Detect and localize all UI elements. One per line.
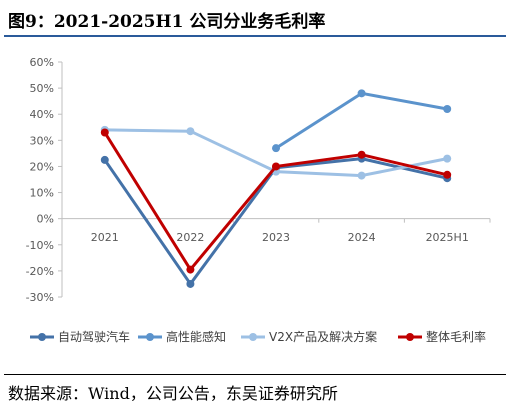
series-layer (100, 89, 452, 288)
legend-label: 整体毛利率 (426, 329, 486, 344)
y-tick-label: 0% (37, 213, 54, 226)
y-tick-label: 50% (30, 82, 54, 95)
series-2 (100, 125, 452, 180)
legend-marker (249, 333, 257, 341)
y-tick-label: 20% (30, 160, 54, 173)
y-tick-label: -20% (26, 265, 54, 278)
legend-entry: 自动驾驶汽车 (30, 329, 130, 344)
y-tick-label: 60% (30, 56, 54, 69)
data-point (100, 128, 109, 137)
chart-title: 图9：2021-2025H1 公司分业务毛利率 (8, 12, 326, 32)
legend-marker (146, 333, 154, 341)
series-line (103, 131, 449, 272)
footer-divider (4, 374, 506, 375)
x-tick-label: 2023 (262, 231, 290, 244)
data-point (272, 162, 280, 171)
series-line (274, 91, 449, 150)
legend-label: V2X产品及解决方案 (269, 329, 377, 344)
y-tick-label: 30% (30, 134, 54, 147)
data-point (100, 155, 109, 164)
data-point (443, 105, 452, 113)
legend-label: 高性能感知 (166, 329, 226, 344)
legend-label: 自动驾驶汽车 (58, 329, 130, 344)
legend-entry: 高性能感知 (138, 329, 226, 344)
y-tick-label: 10% (30, 187, 54, 200)
data-point (357, 171, 366, 180)
data-point (272, 144, 280, 153)
data-point (443, 154, 452, 163)
data-point (186, 265, 195, 274)
x-tick-label: 2022 (176, 231, 204, 244)
x-tick-label: 2024 (348, 231, 376, 244)
series-3 (100, 128, 452, 274)
data-point (357, 150, 366, 159)
series-line (103, 157, 449, 286)
line-chart: 60% 50% 40% 30% 20% 10% 0% -10% -20% -30% 2021 2022… (26, 56, 491, 344)
source-note: 数据来源：Wind，公司公告，东吴证券研究所 (8, 384, 338, 403)
y-tick-label: -30% (26, 291, 54, 304)
x-tick-label: 2025H1 (426, 231, 469, 244)
series-1 (272, 89, 452, 153)
legend-entry: 整体毛利率 (398, 329, 486, 344)
data-point (186, 127, 195, 136)
y-tick-label: 40% (30, 108, 54, 121)
data-point (186, 279, 195, 288)
axis-layer: 60% 50% 40% 30% 20% 10% 0% -10% -20% -30% 2021 2022… (26, 56, 491, 304)
legend-layer: 自动驾驶汽车 高性能感知 V2X产品及解决方案 整体毛利率 (30, 329, 486, 344)
x-tick-label: 2021 (91, 231, 119, 244)
legend-marker (406, 333, 414, 341)
legend-entry: V2X产品及解决方案 (241, 329, 377, 344)
title-divider (4, 35, 506, 37)
y-tick-label: -10% (26, 239, 54, 252)
data-point (443, 170, 452, 179)
data-point (357, 89, 366, 98)
legend-marker (38, 333, 46, 341)
